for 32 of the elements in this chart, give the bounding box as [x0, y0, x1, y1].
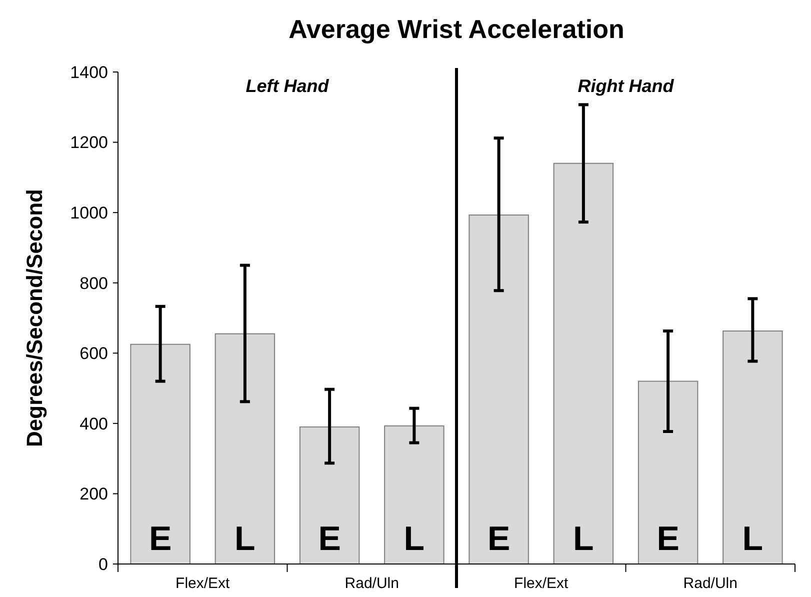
bar [722, 330, 783, 564]
bar [130, 344, 190, 564]
x-tick-label: L [573, 520, 594, 558]
annotation: Left Hand [246, 76, 330, 96]
text: Flex/Ext [514, 575, 570, 592]
y-tick-label: 200 [80, 484, 108, 504]
text: Flex/Ext [176, 575, 231, 592]
x-tick-label: E [656, 520, 680, 558]
x-tick-label: E [318, 520, 341, 558]
text: Rad/Uln [344, 575, 399, 592]
y-tick-label: 0 [98, 554, 108, 574]
annotation: Right Hand [578, 76, 675, 96]
y-tick-label: 1400 [70, 62, 108, 82]
y-tick-label: 800 [80, 274, 108, 293]
chart-title: Average Wrist Acceleration [288, 14, 624, 44]
x-tick-label: E [148, 520, 172, 558]
bar [468, 214, 529, 564]
y-tick-label: 1000 [70, 204, 108, 223]
y-tick-label: 600 [80, 344, 108, 364]
x-tick-label: L [404, 520, 425, 558]
y-axis-title: Degrees/Second/Second [22, 189, 47, 447]
x-tick-label: L [742, 520, 764, 558]
y-tick-label: 400 [80, 414, 108, 434]
x-tick-label: L [234, 520, 256, 558]
bar [638, 380, 698, 564]
y-tick-label: 1200 [70, 133, 108, 152]
x-tick-label: E [487, 520, 510, 558]
bar [384, 425, 444, 564]
bar [299, 426, 360, 564]
bar [214, 333, 276, 564]
text: Rad/Uln [683, 575, 738, 592]
bar [553, 162, 614, 564]
